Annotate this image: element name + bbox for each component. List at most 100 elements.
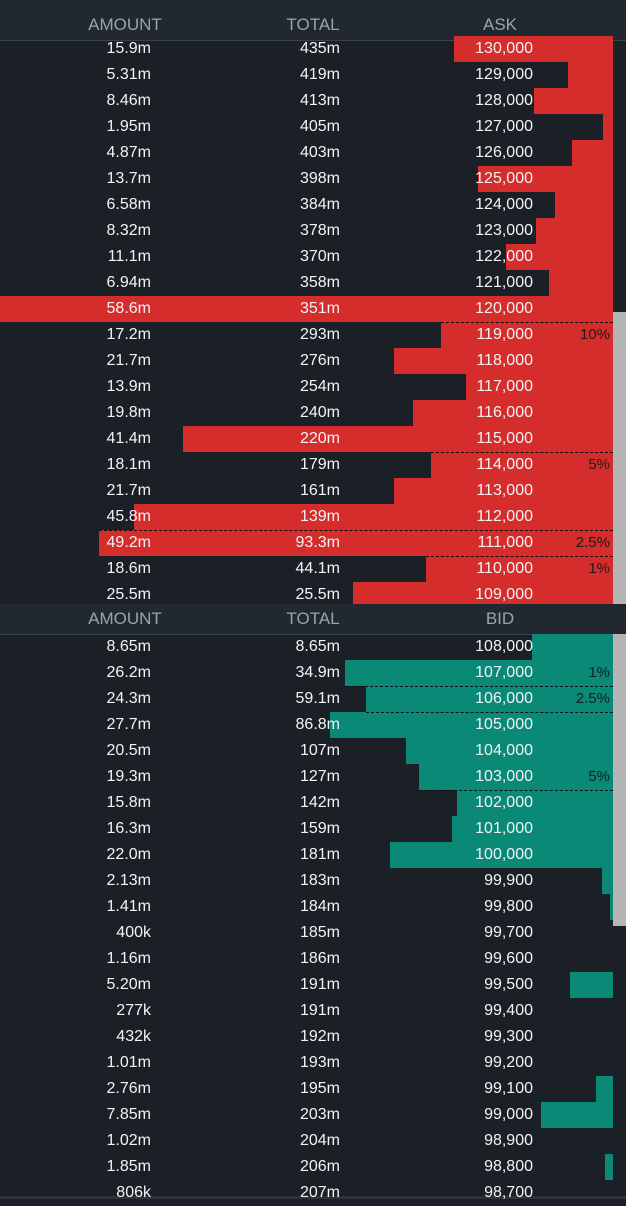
bid-row[interactable]: 19.3m 127m 103,000 5% — [0, 764, 626, 790]
bid-price: 99,900 — [484, 872, 533, 889]
ask-amount: 25.5m — [106, 586, 151, 603]
bid-price: 101,000 — [475, 820, 533, 837]
bid-row[interactable]: 277k 191m 99,400 — [0, 998, 626, 1024]
ask-row[interactable]: 19.8m 240m 116,000 — [0, 400, 626, 426]
bid-row[interactable]: 1.16m 186m 99,600 — [0, 946, 626, 972]
bid-row[interactable]: 2.76m 195m 99,100 — [0, 1076, 626, 1102]
bid-row[interactable]: 5.20m 191m 99,500 — [0, 972, 626, 998]
bid-depth-bar — [419, 764, 613, 790]
ask-amount: 19.8m — [106, 404, 151, 421]
bid-row[interactable]: 2.13m 183m 99,900 — [0, 868, 626, 894]
bid-price: 99,200 — [484, 1054, 533, 1071]
ask-total: 161m — [299, 482, 340, 499]
ask-amount: 21.7m — [106, 482, 151, 499]
ask-row[interactable]: 45.8m 139m 112,000 — [0, 504, 626, 530]
bid-row[interactable]: 24.3m 59.1m 106,000 2.5% — [0, 686, 626, 712]
ask-row[interactable]: 11.1m 370m 122,000 — [0, 244, 626, 270]
ask-total: 378m — [299, 222, 340, 239]
ask-depth-marker-line — [99, 530, 613, 531]
ask-scrollbar[interactable] — [613, 312, 626, 604]
ask-row[interactable]: 4.87m 403m 126,000 — [0, 140, 626, 166]
ask-row[interactable]: 8.46m 413m 128,000 — [0, 88, 626, 114]
ask-price: 120,000 — [475, 300, 533, 317]
bid-amount: 1.16m — [106, 950, 151, 967]
bid-row[interactable]: 20.5m 107m 104,000 — [0, 738, 626, 764]
ask-row[interactable]: 18.6m 44.1m 110,000 1% — [0, 556, 626, 582]
bid-row[interactable]: 27.7m 86.8m 105,000 — [0, 712, 626, 738]
ask-amount: 13.9m — [106, 378, 151, 395]
ask-amount: 1.95m — [106, 118, 151, 135]
ask-row[interactable]: 5.31m 419m 129,000 — [0, 62, 626, 88]
bid-depth-percent-label: 1% — [588, 664, 610, 681]
ask-row[interactable]: 6.58m 384m 124,000 — [0, 192, 626, 218]
ask-row[interactable]: 21.7m 276m 118,000 — [0, 348, 626, 374]
ask-depth-bar — [466, 374, 613, 400]
bid-depth-bar — [610, 894, 613, 920]
bid-row[interactable]: 22.0m 181m 100,000 — [0, 842, 626, 868]
bid-row[interactable]: 1.85m 206m 98,800 — [0, 1154, 626, 1180]
ask-depth-bar — [454, 36, 613, 62]
ask-depth-percent-label: 2.5% — [575, 534, 610, 551]
bid-depth-bar — [570, 972, 613, 998]
bid-row[interactable]: 26.2m 34.9m 107,000 1% — [0, 660, 626, 686]
bid-total: 127m — [299, 768, 340, 785]
bid-scrollbar[interactable] — [613, 634, 626, 926]
ask-row[interactable]: 6.94m 358m 121,000 — [0, 270, 626, 296]
bid-row[interactable]: 806k 207m 98,700 — [0, 1180, 626, 1206]
bid-total: 186m — [299, 950, 340, 967]
ask-row[interactable]: 21.7m 161m 113,000 — [0, 478, 626, 504]
ask-row[interactable]: 17.2m 293m 119,000 10% — [0, 322, 626, 348]
bid-depth-bar — [452, 816, 613, 842]
bid-total: 192m — [299, 1028, 340, 1045]
bid-depth-bar — [390, 842, 613, 868]
bid-row[interactable]: 8.65m 8.65m 108,000 — [0, 634, 626, 660]
ask-total: 276m — [299, 352, 340, 369]
bid-row[interactable]: 432k 192m 99,300 — [0, 1024, 626, 1050]
ask-row[interactable]: 25.5m 25.5m 109,000 — [0, 582, 626, 608]
ask-price: 112,000 — [476, 508, 533, 525]
ask-total: 358m — [299, 274, 340, 291]
ask-depth-percent-label: 10% — [579, 326, 610, 343]
bid-price: 99,600 — [484, 950, 533, 967]
bid-amount: 20.5m — [106, 742, 151, 759]
bid-row[interactable]: 1.02m 204m 98,900 — [0, 1128, 626, 1154]
ask-depth-bar — [413, 400, 613, 426]
bid-row[interactable]: 1.41m 184m 99,800 — [0, 894, 626, 920]
ask-amount: 58.6m — [106, 300, 151, 317]
bid-depth-marker-line — [345, 686, 613, 687]
ask-row[interactable]: 41.4m 220m 115,000 — [0, 426, 626, 452]
bid-header: AMOUNT TOTAL BID — [0, 604, 626, 635]
bid-price: 98,800 — [484, 1158, 533, 1175]
bid-row[interactable]: 15.8m 142m 102,000 — [0, 790, 626, 816]
ask-depth-bar — [431, 452, 613, 478]
bid-row[interactable]: 400k 185m 99,700 — [0, 920, 626, 946]
ask-price: 116,000 — [476, 404, 533, 421]
bid-amount: 2.76m — [106, 1080, 151, 1097]
ask-row[interactable]: 1.95m 405m 127,000 — [0, 114, 626, 140]
bid-amount: 26.2m — [106, 664, 151, 681]
bid-amount: 432k — [116, 1028, 151, 1045]
ask-row[interactable]: 58.6m 351m 120,000 — [0, 296, 626, 322]
ask-amount: 13.7m — [106, 170, 151, 187]
ask-total: 220m — [299, 430, 340, 447]
ask-row[interactable]: 49.2m 93.3m 111,000 2.5% — [0, 530, 626, 556]
ask-row[interactable]: 8.32m 378m 123,000 — [0, 218, 626, 244]
ask-row[interactable]: 13.7m 398m 125,000 — [0, 166, 626, 192]
bid-depth-bar — [345, 660, 613, 686]
ask-depth-bar — [134, 504, 613, 530]
bid-total: 183m — [299, 872, 340, 889]
ask-depth-bar — [394, 478, 613, 504]
bid-price-header: BID — [485, 609, 515, 628]
ask-row[interactable]: 13.9m 254m 117,000 — [0, 374, 626, 400]
bid-row[interactable]: 1.01m 193m 99,200 — [0, 1050, 626, 1076]
bid-total: 206m — [299, 1158, 340, 1175]
ask-row[interactable]: 15.9m 435m 130,000 — [0, 36, 626, 62]
ask-depth-percent-label: 1% — [588, 560, 610, 577]
bid-total: 191m — [299, 976, 340, 993]
bid-price: 99,300 — [484, 1028, 533, 1045]
ask-row[interactable]: 18.1m 179m 114,000 5% — [0, 452, 626, 478]
ask-price: 127,000 — [475, 118, 533, 135]
bid-row[interactable]: 7.85m 203m 99,000 — [0, 1102, 626, 1128]
bid-row[interactable]: 16.3m 159m 101,000 — [0, 816, 626, 842]
ask-depth-marker-line — [441, 322, 613, 323]
